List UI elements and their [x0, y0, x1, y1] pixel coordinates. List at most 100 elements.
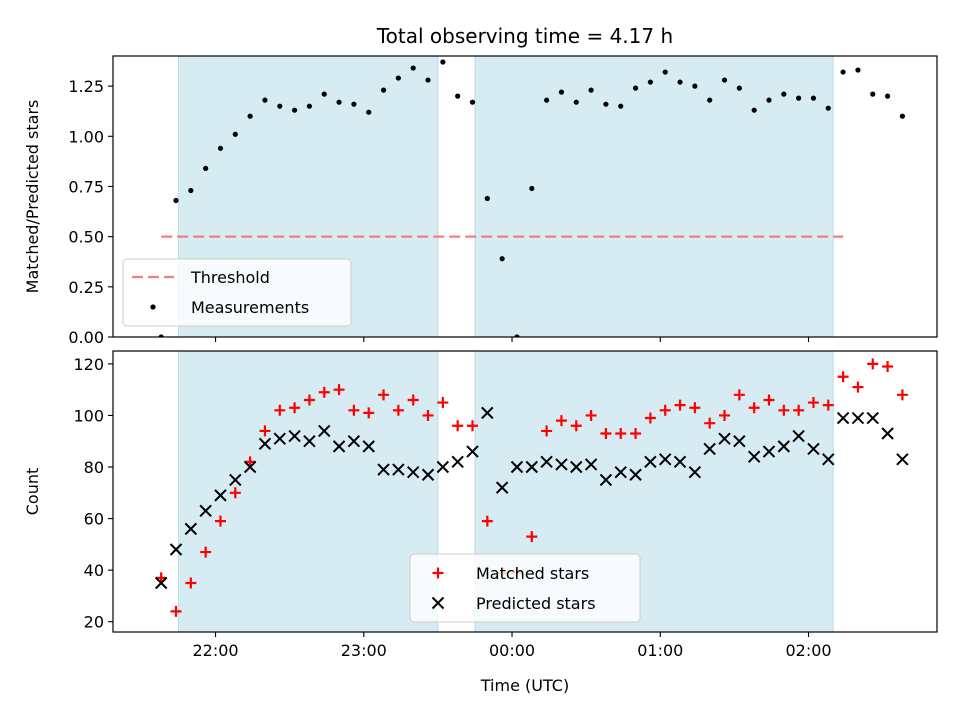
matched-stars-point [407, 394, 419, 406]
measurements-point [751, 107, 757, 113]
matched-stars-point [392, 404, 404, 416]
y-tick-label: 0.50 [68, 228, 104, 247]
matched-stars-point [229, 487, 241, 499]
matched-stars-point [763, 394, 775, 406]
matched-stars-point [630, 427, 642, 439]
predicted-stars-point [436, 460, 450, 474]
predicted-stars-point [644, 455, 657, 469]
measurements-point [395, 75, 401, 81]
y-tick-label: 0.25 [68, 278, 104, 297]
matched-stars-point [466, 420, 478, 432]
count-panel: 22:00 23:00 00:00 01:00 02:00 20 40 60 80 100 120 C… [23, 350, 938, 695]
measurements-point [232, 131, 238, 137]
predicted-stars-point [347, 435, 361, 448]
matched-stars-point [615, 427, 627, 439]
y-axis-label: Count [23, 468, 42, 516]
matched-stars-point [600, 427, 612, 439]
predicted-stars-point [822, 453, 835, 466]
measurements-point [366, 109, 372, 115]
predicted-stars-point [703, 442, 716, 456]
predicted-stars-point [332, 440, 346, 453]
legend-matched-swatch [432, 567, 444, 579]
predicted-stars-point [481, 406, 494, 420]
matched-stars-point [719, 409, 731, 421]
legend: Threshold Measurements [122, 258, 352, 327]
predicted-stars-point [807, 442, 820, 456]
y-tick-label: 60 [84, 510, 104, 529]
predicted-stars-point [154, 576, 168, 590]
matched-stars-point [481, 515, 493, 527]
predicted-stars-point [392, 463, 405, 476]
x-axis-label: Time (UTC) [480, 676, 569, 695]
x-tick-label: 02:00 [785, 641, 831, 660]
predicted-stars-point [525, 460, 539, 474]
measurements-point [603, 101, 609, 107]
x-tick-label: 23:00 [341, 641, 387, 660]
predicted-stars-point [184, 522, 198, 536]
x-tick-label: 01:00 [637, 641, 683, 660]
matched-stars-point [185, 577, 197, 589]
y-tick-label: 0.75 [68, 177, 104, 196]
legend-measurements-label: Measurements [191, 298, 309, 317]
predicted-stars-point [466, 445, 479, 458]
matched-stars-point [200, 546, 212, 558]
chart-title: Total observing time = 4.17 h [376, 24, 673, 48]
measurements-point [825, 105, 831, 111]
legend-box [409, 553, 641, 623]
matched-stars-point [882, 360, 894, 372]
predicted-stars-point [584, 458, 598, 471]
matched-stars-point [244, 456, 256, 468]
predicted-stars-point [747, 450, 761, 463]
legend-predicted-swatch [431, 596, 445, 610]
axes-frame [112, 350, 938, 633]
predicted-stars-point [733, 435, 746, 448]
measurements-point [766, 97, 772, 103]
matched-stars-point [259, 425, 271, 437]
measurements-point [529, 185, 535, 192]
predicted-stars-point [362, 440, 375, 453]
measurements-point [380, 87, 387, 93]
measurements-point [781, 91, 787, 97]
measurements-point [514, 334, 520, 337]
measurements-point [855, 67, 861, 73]
measurements-point [336, 99, 342, 105]
measurements-point [262, 97, 268, 103]
matched-stars-point [333, 384, 345, 396]
measurements-point [188, 187, 194, 194]
matched-stars-point [837, 371, 849, 383]
measurements-point [558, 89, 565, 95]
predicted-stars-point [851, 411, 865, 425]
measurements-point [884, 93, 891, 99]
matched-stars-point [452, 420, 464, 432]
predicted-stars-point [792, 429, 805, 443]
x-tick-label: 00:00 [489, 641, 535, 660]
matched-stars-point [793, 404, 805, 416]
predicted-stars-point [673, 455, 687, 469]
matched-stars-point [807, 397, 819, 409]
measurements-point [321, 91, 327, 97]
measurements-point [410, 65, 416, 71]
y-tick-label: 20 [84, 613, 104, 632]
predicted-stars-point [510, 460, 524, 474]
measurements-point [469, 99, 476, 105]
predicted-stars-point [273, 432, 286, 445]
measurements-point [158, 334, 164, 337]
legend: Matched stars Predicted stars [409, 553, 641, 623]
measurements-point [455, 93, 461, 99]
measurements-point [484, 195, 490, 202]
predicted-stars-point [614, 465, 627, 479]
measurements-point [247, 113, 253, 119]
ratio-panel: 0.00 0.25 0.50 0.75 1.00 1.25 Total observing … [23, 24, 938, 347]
measurements-point [870, 91, 876, 97]
measurements-point [692, 83, 698, 89]
measurements-point [899, 113, 906, 119]
measurements-point [292, 107, 298, 113]
predicted-stars-point [451, 455, 464, 469]
predicted-stars-point [866, 411, 879, 425]
predicted-stars-point [881, 427, 894, 440]
measurements-point [618, 103, 624, 109]
matched-stars-point [348, 404, 360, 416]
y-tick-label: 1.00 [68, 127, 104, 146]
predicted-stars-point [229, 473, 242, 487]
